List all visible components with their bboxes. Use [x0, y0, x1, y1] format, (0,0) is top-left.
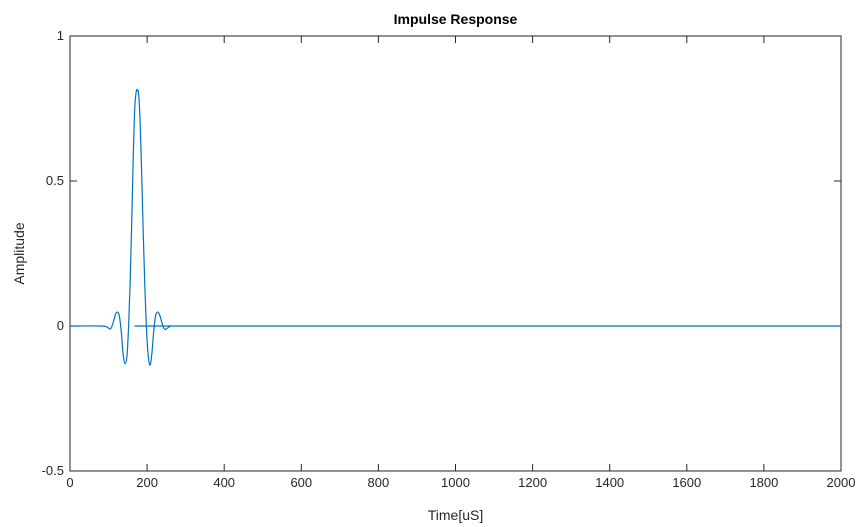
- x-tick-label: 800: [368, 475, 390, 490]
- x-tick-label: 200: [136, 475, 158, 490]
- plot-area: [69, 35, 842, 472]
- series-line: [69, 88, 841, 366]
- chart-title: Impulse Response: [394, 11, 518, 27]
- y-tick-label: -0.5: [42, 463, 64, 478]
- x-tick-label: 0: [66, 475, 73, 490]
- x-tick-label: 1400: [595, 475, 624, 490]
- x-tick-label: 2000: [827, 475, 856, 490]
- y-tick-label: 0.5: [46, 173, 64, 188]
- series-layer: [69, 88, 841, 366]
- x-tick-label: 1000: [441, 475, 470, 490]
- x-axis-label: Time[uS]: [428, 507, 484, 523]
- x-tick-label: 1600: [672, 475, 701, 490]
- y-tick-label: 1: [57, 28, 64, 43]
- x-tick-label: 600: [290, 475, 312, 490]
- x-tick-label: 1800: [749, 475, 778, 490]
- axis-tick-labels: 0 200 400 600 800 1000 1200 1400 1600 1800 2000 -0.…: [42, 28, 856, 490]
- y-tick-label: 0: [57, 318, 64, 333]
- x-tick-label: 1200: [518, 475, 547, 490]
- x-tick-label: 400: [213, 475, 235, 490]
- y-axis-label: Amplitude: [11, 222, 27, 284]
